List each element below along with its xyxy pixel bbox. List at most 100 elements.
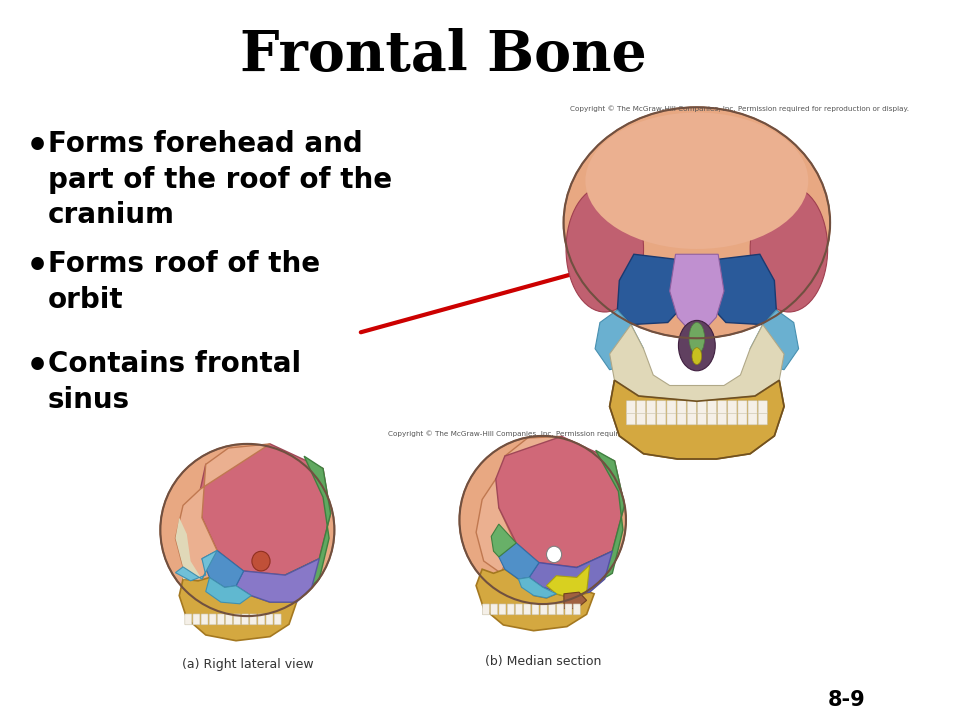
Polygon shape xyxy=(476,436,562,573)
Polygon shape xyxy=(285,456,330,595)
FancyBboxPatch shape xyxy=(728,401,737,413)
Polygon shape xyxy=(529,552,612,594)
Circle shape xyxy=(252,552,270,571)
FancyBboxPatch shape xyxy=(697,413,707,425)
FancyBboxPatch shape xyxy=(548,604,556,615)
FancyBboxPatch shape xyxy=(626,413,636,425)
Text: •: • xyxy=(26,350,49,384)
FancyBboxPatch shape xyxy=(217,614,225,625)
Text: Copyright © The McGraw-Hill Companies, Inc. Permission required for reproduction: Copyright © The McGraw-Hill Companies, I… xyxy=(388,430,727,436)
FancyBboxPatch shape xyxy=(193,614,200,625)
Polygon shape xyxy=(610,380,784,459)
FancyBboxPatch shape xyxy=(483,604,490,615)
Polygon shape xyxy=(201,444,330,575)
FancyBboxPatch shape xyxy=(657,401,666,413)
Ellipse shape xyxy=(586,112,808,249)
FancyBboxPatch shape xyxy=(667,401,676,413)
Polygon shape xyxy=(176,551,217,581)
Polygon shape xyxy=(617,254,685,325)
Polygon shape xyxy=(518,577,557,598)
Polygon shape xyxy=(205,577,252,604)
Text: Forms forehead and
part of the roof of the
cranium: Forms forehead and part of the roof of t… xyxy=(48,130,392,230)
FancyBboxPatch shape xyxy=(636,413,646,425)
FancyBboxPatch shape xyxy=(233,614,241,625)
Text: •: • xyxy=(26,250,49,284)
Polygon shape xyxy=(708,254,777,325)
Polygon shape xyxy=(495,436,624,567)
FancyBboxPatch shape xyxy=(499,604,506,615)
FancyBboxPatch shape xyxy=(657,413,666,425)
Ellipse shape xyxy=(566,186,643,312)
FancyBboxPatch shape xyxy=(258,614,265,625)
FancyBboxPatch shape xyxy=(748,413,757,425)
FancyBboxPatch shape xyxy=(209,614,216,625)
FancyBboxPatch shape xyxy=(677,401,686,413)
Polygon shape xyxy=(670,254,724,328)
FancyBboxPatch shape xyxy=(748,401,757,413)
FancyBboxPatch shape xyxy=(491,604,497,615)
Polygon shape xyxy=(610,325,784,401)
Text: •: • xyxy=(26,130,49,164)
FancyBboxPatch shape xyxy=(738,413,747,425)
Polygon shape xyxy=(499,543,539,579)
FancyBboxPatch shape xyxy=(532,604,539,615)
Ellipse shape xyxy=(679,320,715,371)
FancyBboxPatch shape xyxy=(667,413,676,425)
Ellipse shape xyxy=(460,436,626,604)
Polygon shape xyxy=(202,551,244,588)
FancyBboxPatch shape xyxy=(677,413,686,425)
FancyBboxPatch shape xyxy=(524,604,531,615)
Polygon shape xyxy=(750,310,799,370)
FancyBboxPatch shape xyxy=(275,614,281,625)
Ellipse shape xyxy=(160,444,334,616)
Text: (b) Median section: (b) Median section xyxy=(485,655,601,668)
FancyBboxPatch shape xyxy=(738,401,747,413)
Ellipse shape xyxy=(750,186,828,312)
FancyBboxPatch shape xyxy=(647,401,656,413)
Text: Forms roof of the
orbit: Forms roof of the orbit xyxy=(48,250,320,314)
Text: 8-9: 8-9 xyxy=(828,690,866,710)
FancyBboxPatch shape xyxy=(718,401,727,413)
FancyBboxPatch shape xyxy=(758,401,767,413)
Text: (a) Right lateral view: (a) Right lateral view xyxy=(181,658,313,671)
FancyBboxPatch shape xyxy=(758,413,767,425)
Polygon shape xyxy=(176,518,202,579)
FancyBboxPatch shape xyxy=(636,401,646,413)
FancyBboxPatch shape xyxy=(708,401,716,413)
FancyBboxPatch shape xyxy=(201,614,208,625)
Ellipse shape xyxy=(692,348,702,364)
FancyBboxPatch shape xyxy=(687,413,696,425)
FancyBboxPatch shape xyxy=(250,614,256,625)
Polygon shape xyxy=(492,524,516,557)
Text: Copyright © The McGraw-Hill Companies, Inc. Permission required for reproduction: Copyright © The McGraw-Hill Companies, I… xyxy=(570,105,909,112)
Ellipse shape xyxy=(689,323,705,354)
Text: Contains frontal
sinus: Contains frontal sinus xyxy=(48,350,301,414)
Text: Frontal Bone: Frontal Bone xyxy=(240,27,646,83)
FancyBboxPatch shape xyxy=(708,413,716,425)
FancyBboxPatch shape xyxy=(557,604,564,615)
FancyBboxPatch shape xyxy=(687,401,696,413)
FancyBboxPatch shape xyxy=(516,604,522,615)
FancyBboxPatch shape xyxy=(226,614,232,625)
FancyBboxPatch shape xyxy=(697,401,707,413)
FancyBboxPatch shape xyxy=(266,614,273,625)
FancyBboxPatch shape xyxy=(626,401,636,413)
Polygon shape xyxy=(476,570,594,631)
Polygon shape xyxy=(236,559,320,602)
Polygon shape xyxy=(180,577,297,641)
FancyBboxPatch shape xyxy=(242,614,249,625)
FancyBboxPatch shape xyxy=(540,604,547,615)
Polygon shape xyxy=(595,310,643,370)
FancyBboxPatch shape xyxy=(507,604,515,615)
Polygon shape xyxy=(564,592,587,608)
Ellipse shape xyxy=(564,107,830,338)
Circle shape xyxy=(546,546,562,562)
FancyBboxPatch shape xyxy=(647,413,656,425)
Polygon shape xyxy=(176,444,270,579)
Polygon shape xyxy=(546,565,589,598)
FancyBboxPatch shape xyxy=(185,614,192,625)
FancyBboxPatch shape xyxy=(565,604,572,615)
FancyBboxPatch shape xyxy=(718,413,727,425)
Polygon shape xyxy=(577,450,624,585)
FancyBboxPatch shape xyxy=(728,413,737,425)
